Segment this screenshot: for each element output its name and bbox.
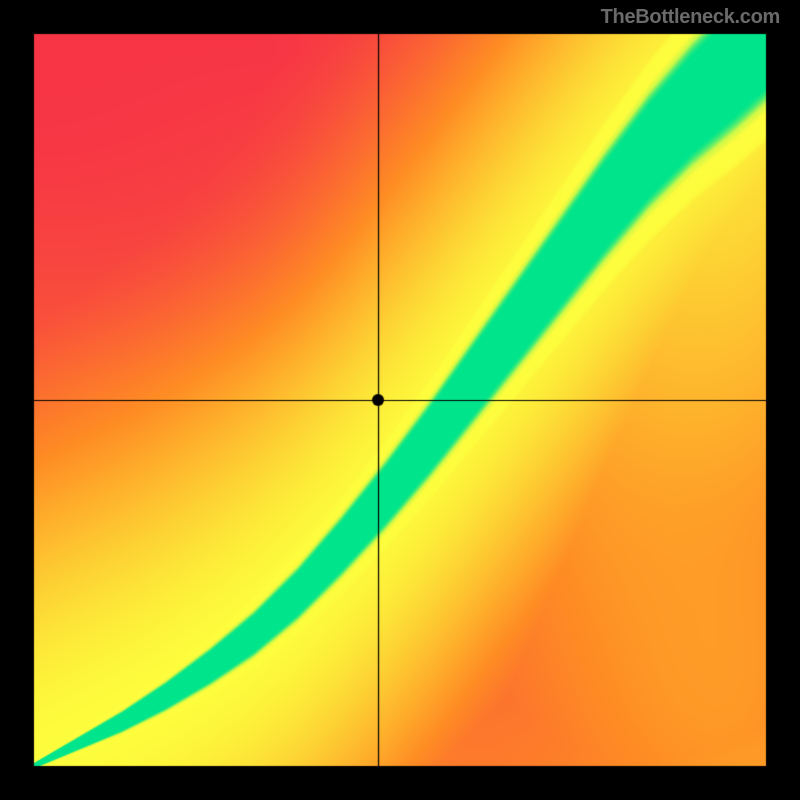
bottleneck-heatmap <box>0 0 800 800</box>
chart-container: TheBottleneck.com <box>0 0 800 800</box>
watermark-text: TheBottleneck.com <box>601 6 780 29</box>
